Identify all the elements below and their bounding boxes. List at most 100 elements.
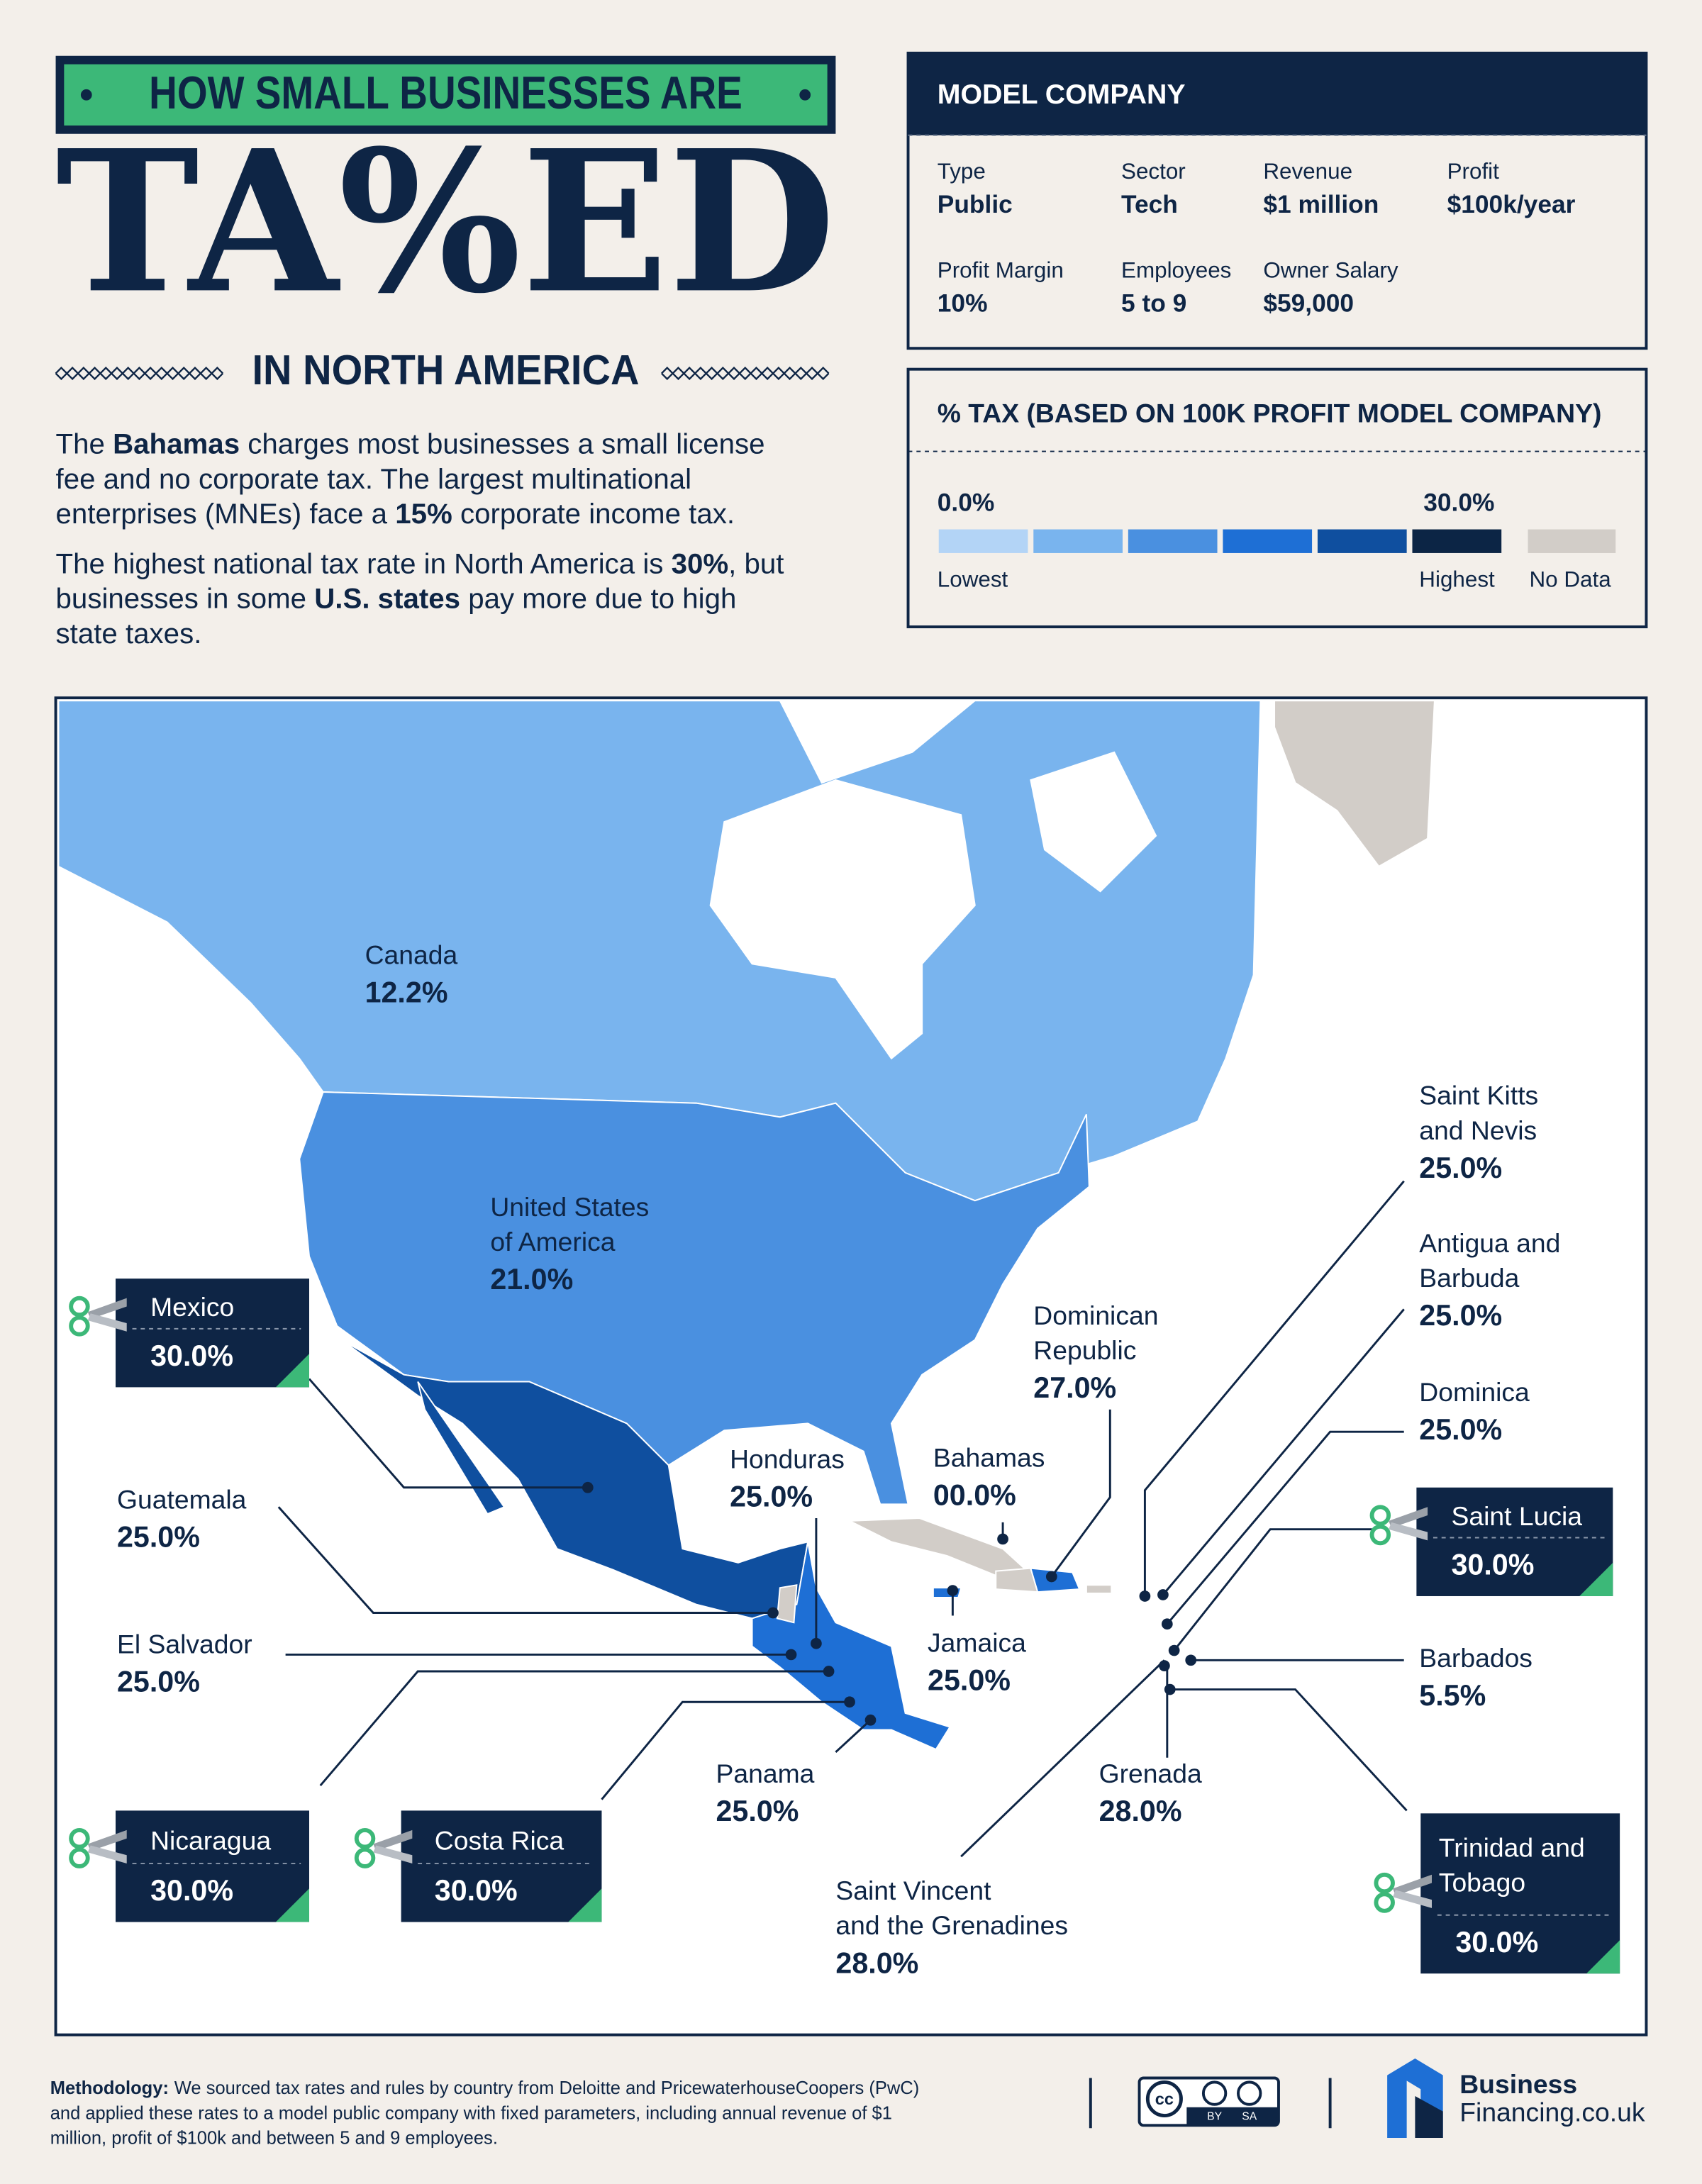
intro-line: fee and no corporate tax. The largest mu… <box>56 462 691 494</box>
sa-text: SA <box>1242 2111 1257 2123</box>
scissors-handle <box>69 1847 90 1868</box>
legend-min: 0.0% <box>938 489 995 517</box>
country-name: of America <box>490 1227 615 1257</box>
country-name: Grenada <box>1099 1759 1202 1788</box>
intro-segment: state taxes. <box>56 617 202 649</box>
banner-text: HOW SMALL BUSINESSES ARE <box>149 67 742 118</box>
country-name: and Nevis <box>1419 1115 1537 1145</box>
country-name: Canada <box>365 940 458 969</box>
location-dot <box>823 1666 835 1677</box>
intro-line: The Bahamas charges most businesses a sm… <box>56 428 765 459</box>
field-value: $1 million <box>1263 191 1379 218</box>
field-label: Profit Margin <box>938 258 1064 283</box>
country-rate: 25.0% <box>928 1664 1011 1697</box>
legend-swatch-no-data <box>1528 529 1616 553</box>
intro-segment: 30% <box>672 547 729 579</box>
location-dot <box>1157 1589 1169 1600</box>
intro-segment: The highest national tax rate in North A… <box>56 547 672 579</box>
location-dot <box>864 1714 877 1726</box>
country-name: Bahamas <box>933 1442 1045 1472</box>
leader-line <box>1166 1430 1404 1625</box>
intro-segment: fee and no corporate tax. The largest mu… <box>56 462 691 494</box>
methodology-line: Methodology: We sourced tax rates and rul… <box>50 2078 919 2098</box>
cc-circle <box>1145 2080 1183 2117</box>
intro-segment: businesses in some <box>56 582 315 614</box>
country-rate: 30.0% <box>150 1339 233 1372</box>
location-dot <box>1159 1660 1170 1672</box>
country-name: Panama <box>716 1759 814 1788</box>
field-value: Tech <box>1121 191 1178 218</box>
field-value: 5 to 9 <box>1121 290 1186 318</box>
location-dot <box>1161 1618 1173 1630</box>
country-rate: 30.0% <box>1455 1926 1538 1959</box>
legend-high: Highest <box>1419 567 1495 592</box>
intro-segment: enterprises (MNEs) face a <box>56 498 396 530</box>
country-name: Saint Lucia <box>1451 1501 1582 1531</box>
field-label: Employees <box>1121 258 1231 283</box>
field-label: Owner Salary <box>1263 258 1398 283</box>
no-data-shape <box>1085 1584 1113 1595</box>
country-name: Costa Rica <box>435 1825 564 1855</box>
location-dot <box>785 1649 797 1661</box>
country-name: Dominica <box>1419 1377 1530 1407</box>
highlight-box <box>1416 1487 1613 1596</box>
country-rate: 12.2% <box>365 976 448 1008</box>
scissors-blade <box>87 1845 127 1864</box>
highlight-box <box>1420 1813 1620 1974</box>
cc-band <box>1186 2107 1279 2126</box>
field-label: Profit <box>1447 159 1500 184</box>
corner-fold <box>568 1888 602 1922</box>
field-value: Public <box>938 191 1013 218</box>
field-value: $59,000 <box>1263 290 1354 318</box>
no-data-shape <box>1274 700 1435 868</box>
intro-segment: The <box>56 428 113 459</box>
legend-low: Lowest <box>938 567 1008 592</box>
field-value: 10% <box>938 290 988 318</box>
highlight-box <box>401 1810 602 1922</box>
scissors-handle <box>69 1315 90 1337</box>
field-label: Sector <box>1121 159 1186 184</box>
location-dot <box>844 1696 855 1708</box>
methodology-text: We sourced tax rates and rules by countr… <box>174 2078 919 2098</box>
logo-text: Financing.co.uk <box>1459 2097 1645 2127</box>
country-rate: 28.0% <box>835 1946 918 1979</box>
country-labels: Canada 12.2% United States of America 21.0% M… <box>69 940 1620 1979</box>
field-value: $100k/year <box>1447 191 1576 218</box>
country-name: Jamaica <box>928 1628 1026 1658</box>
scissors-handle <box>1374 1892 1395 1913</box>
by-icon <box>1201 2080 1228 2106</box>
country-name: United States <box>490 1192 649 1222</box>
country-name: Republic <box>1033 1335 1136 1365</box>
country-name: Mexico <box>150 1292 234 1322</box>
country-name: Barbados <box>1419 1643 1533 1673</box>
scissors-handle <box>1374 1872 1395 1894</box>
methodology-label: Methodology: <box>50 2078 169 2098</box>
logo-shape <box>1415 2096 1443 2138</box>
intro-segment: U.S. states <box>314 582 460 614</box>
leader-line <box>601 1700 850 1800</box>
location-dot <box>1185 1654 1197 1666</box>
scissors-handle <box>354 1827 376 1849</box>
leader-line <box>308 1378 588 1489</box>
model-company-heading: MODEL COMPANY <box>938 79 1186 110</box>
country-rate: 25.0% <box>1419 1152 1502 1184</box>
location-dot <box>582 1481 594 1493</box>
scissors-blade <box>1392 1874 1432 1896</box>
legend-box <box>906 367 1648 628</box>
country-rate: 25.0% <box>716 1795 799 1827</box>
country-rate: 30.0% <box>435 1874 518 1907</box>
intro-line: The highest national tax rate in North A… <box>56 547 784 579</box>
sa-icon <box>1237 2080 1262 2106</box>
scissors-blade <box>87 1313 127 1332</box>
intro-line: state taxes. <box>56 617 202 649</box>
leader-line <box>835 1719 872 1754</box>
water-shape <box>779 700 977 784</box>
country-rate: 25.0% <box>117 1666 200 1698</box>
intro-segment: charges most businesses a small license <box>240 428 764 459</box>
intro-segment: Bahamas <box>113 428 240 459</box>
map <box>57 700 1435 1751</box>
intro-segment: , but <box>728 547 784 579</box>
logo-icon <box>1387 2058 1443 2138</box>
